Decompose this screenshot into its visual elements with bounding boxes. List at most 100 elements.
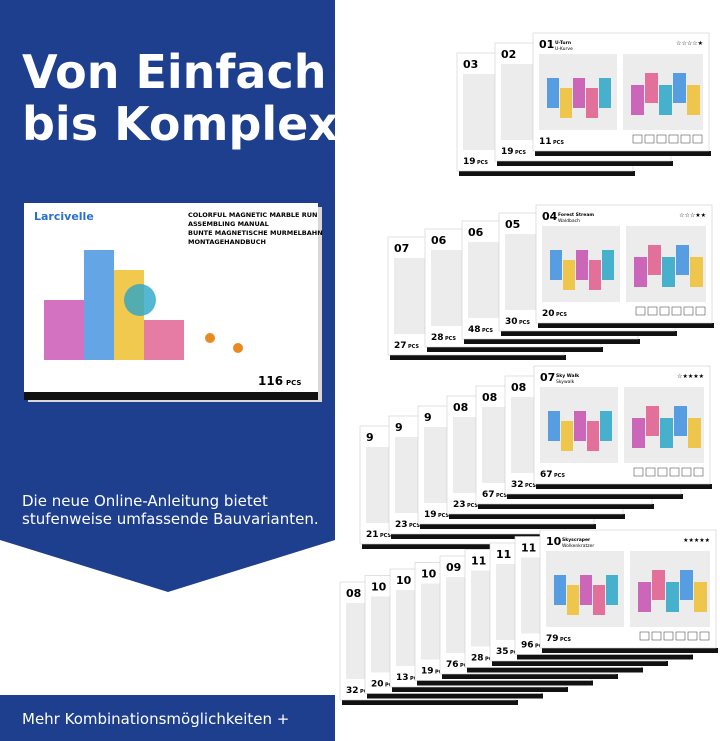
model-piece: [662, 257, 675, 287]
manual-count-unit: PCS: [286, 379, 301, 387]
card-icon: [669, 467, 680, 477]
card-rating: ☆☆☆★★: [679, 212, 706, 219]
card-pcs-unit: PCS: [554, 473, 565, 479]
card-icon: [647, 306, 658, 316]
card-bar: [417, 680, 593, 686]
model-piece: [632, 418, 645, 448]
headline: Von Einfach: [22, 45, 326, 99]
card-icon: [692, 134, 703, 144]
card-number: 10: [371, 581, 387, 594]
card-bar: [497, 161, 673, 166]
card-bar: [392, 687, 568, 692]
card-icon: [635, 306, 646, 316]
card-number: 07: [394, 242, 409, 255]
card-pcs-unit: PCS: [525, 483, 536, 489]
card-pcs: 28: [471, 654, 484, 664]
card-bar: [367, 693, 543, 699]
card-bar: [390, 355, 566, 360]
card-subtitle: Waldbach: [558, 218, 580, 224]
card-bar: [538, 323, 714, 328]
card-bar: [542, 648, 718, 653]
card-number: 11: [471, 555, 486, 568]
card-number: 01: [539, 38, 554, 51]
model-piece: [550, 250, 562, 280]
model-piece: [652, 570, 665, 600]
card-pcs: 20: [371, 680, 384, 690]
card-bar: [492, 661, 668, 666]
card-icon: [645, 467, 656, 477]
brand: Larcivelle: [34, 210, 94, 223]
manual-line: COLORFUL MAGNETIC MARBLE RUN: [188, 211, 318, 219]
manual-stripe: [24, 392, 318, 400]
card-pcs-unit: PCS: [519, 320, 530, 326]
model-piece: [674, 406, 687, 436]
card-title: Forest Stream: [558, 212, 594, 218]
card-number: 10: [546, 535, 562, 548]
card-pcs: 19: [421, 667, 434, 677]
card-icon: [681, 467, 692, 477]
card-subtitle: Skywalk: [556, 379, 575, 385]
card-icon: [639, 631, 650, 641]
model-piece: [648, 245, 661, 275]
manual-illustration: [44, 250, 243, 360]
card-pcs: 67: [482, 490, 495, 500]
model-piece: [666, 582, 679, 612]
card-pcs-unit: PCS: [556, 312, 567, 318]
model-piece: [602, 250, 614, 280]
model-piece: [688, 418, 701, 448]
model-piece: [600, 411, 612, 441]
card-rating: ★★★★★: [683, 537, 710, 544]
card-pcs-unit: PCS: [515, 150, 526, 156]
card-number: 9: [366, 431, 374, 444]
card-icon: [632, 134, 643, 144]
card-number: 10: [396, 574, 412, 587]
card-rating: ☆★★★★: [677, 373, 704, 380]
card-pcs-unit: PCS: [560, 637, 571, 643]
card-number: 10: [421, 568, 437, 581]
card-icon: [633, 467, 644, 477]
headline: bis Komplex: [22, 97, 338, 151]
card-icon: [693, 467, 704, 477]
card-number: 06: [431, 234, 447, 247]
card-number: 05: [505, 218, 520, 231]
model-piece: [676, 245, 689, 275]
card-bar: [478, 504, 654, 509]
card-pcs: 23: [453, 500, 466, 510]
card-icon: [675, 631, 686, 641]
card-pcs: 13: [396, 673, 409, 683]
card-pcs: 67: [540, 470, 553, 480]
model-piece: [690, 257, 703, 287]
card-pcs: 35: [496, 647, 509, 657]
card-pcs: 32: [511, 480, 524, 490]
card-icon: [644, 134, 655, 144]
model-piece: [634, 257, 647, 287]
card-stack: 0832PCS1020PCS1013PCS1019PCS0976PCS1128P…: [339, 529, 718, 705]
description: Die neue Online-Anleitung bietet: [22, 492, 268, 510]
model-piece: [631, 85, 644, 115]
card-bar: [467, 667, 643, 673]
card-icon: [657, 467, 668, 477]
card-pcs: 79: [546, 634, 559, 644]
card-title: U-Turn: [555, 40, 571, 46]
card-pcs-unit: PCS: [482, 328, 493, 334]
card-icon: [651, 631, 662, 641]
card-pcs: 27: [394, 341, 407, 351]
manual-line: MONTAGEHANDBUCH: [188, 238, 266, 246]
model-piece: [547, 78, 559, 108]
model-piece: [673, 73, 686, 103]
card-number: 06: [468, 226, 484, 239]
model-piece: [646, 406, 659, 436]
manual-line: BUNTE MAGNETISCHE MURMELBAHN: [188, 229, 323, 237]
card-icon: [695, 306, 706, 316]
card-pcs-unit: PCS: [380, 533, 391, 539]
card-number: 08: [482, 391, 497, 404]
card-number: 08: [453, 401, 468, 414]
manual-count: 116: [258, 374, 283, 388]
card-icon: [668, 134, 679, 144]
model-piece: [680, 570, 693, 600]
card-number: 9: [424, 411, 432, 424]
card-bar: [420, 524, 596, 529]
card-pcs-unit: PCS: [496, 493, 507, 499]
